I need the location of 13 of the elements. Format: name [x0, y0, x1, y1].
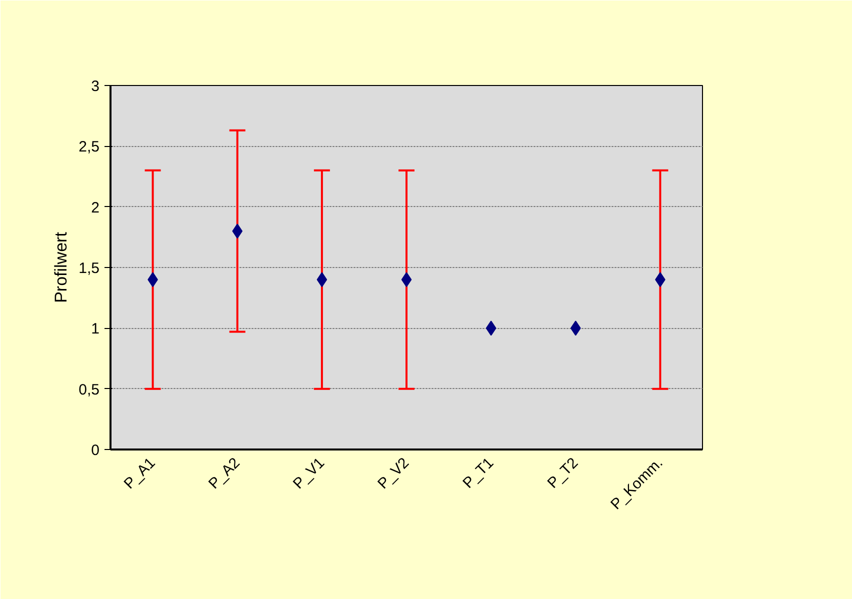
- y-tick-label: 1: [91, 320, 100, 338]
- y-tick-label: 2,5: [78, 138, 100, 156]
- y-tick-label: 3: [91, 78, 100, 95]
- y-tick-label: 1,5: [78, 260, 100, 277]
- point: [316, 272, 328, 288]
- point: [570, 320, 581, 336]
- point: [232, 224, 243, 239]
- y-tick-label: 0: [91, 442, 100, 459]
- point: [401, 272, 412, 288]
- point: [486, 320, 496, 336]
- y-axis-title: Profilwert: [52, 232, 71, 303]
- y-tick-label: 0,5: [78, 381, 100, 398]
- y-tick-label: 2: [91, 199, 100, 216]
